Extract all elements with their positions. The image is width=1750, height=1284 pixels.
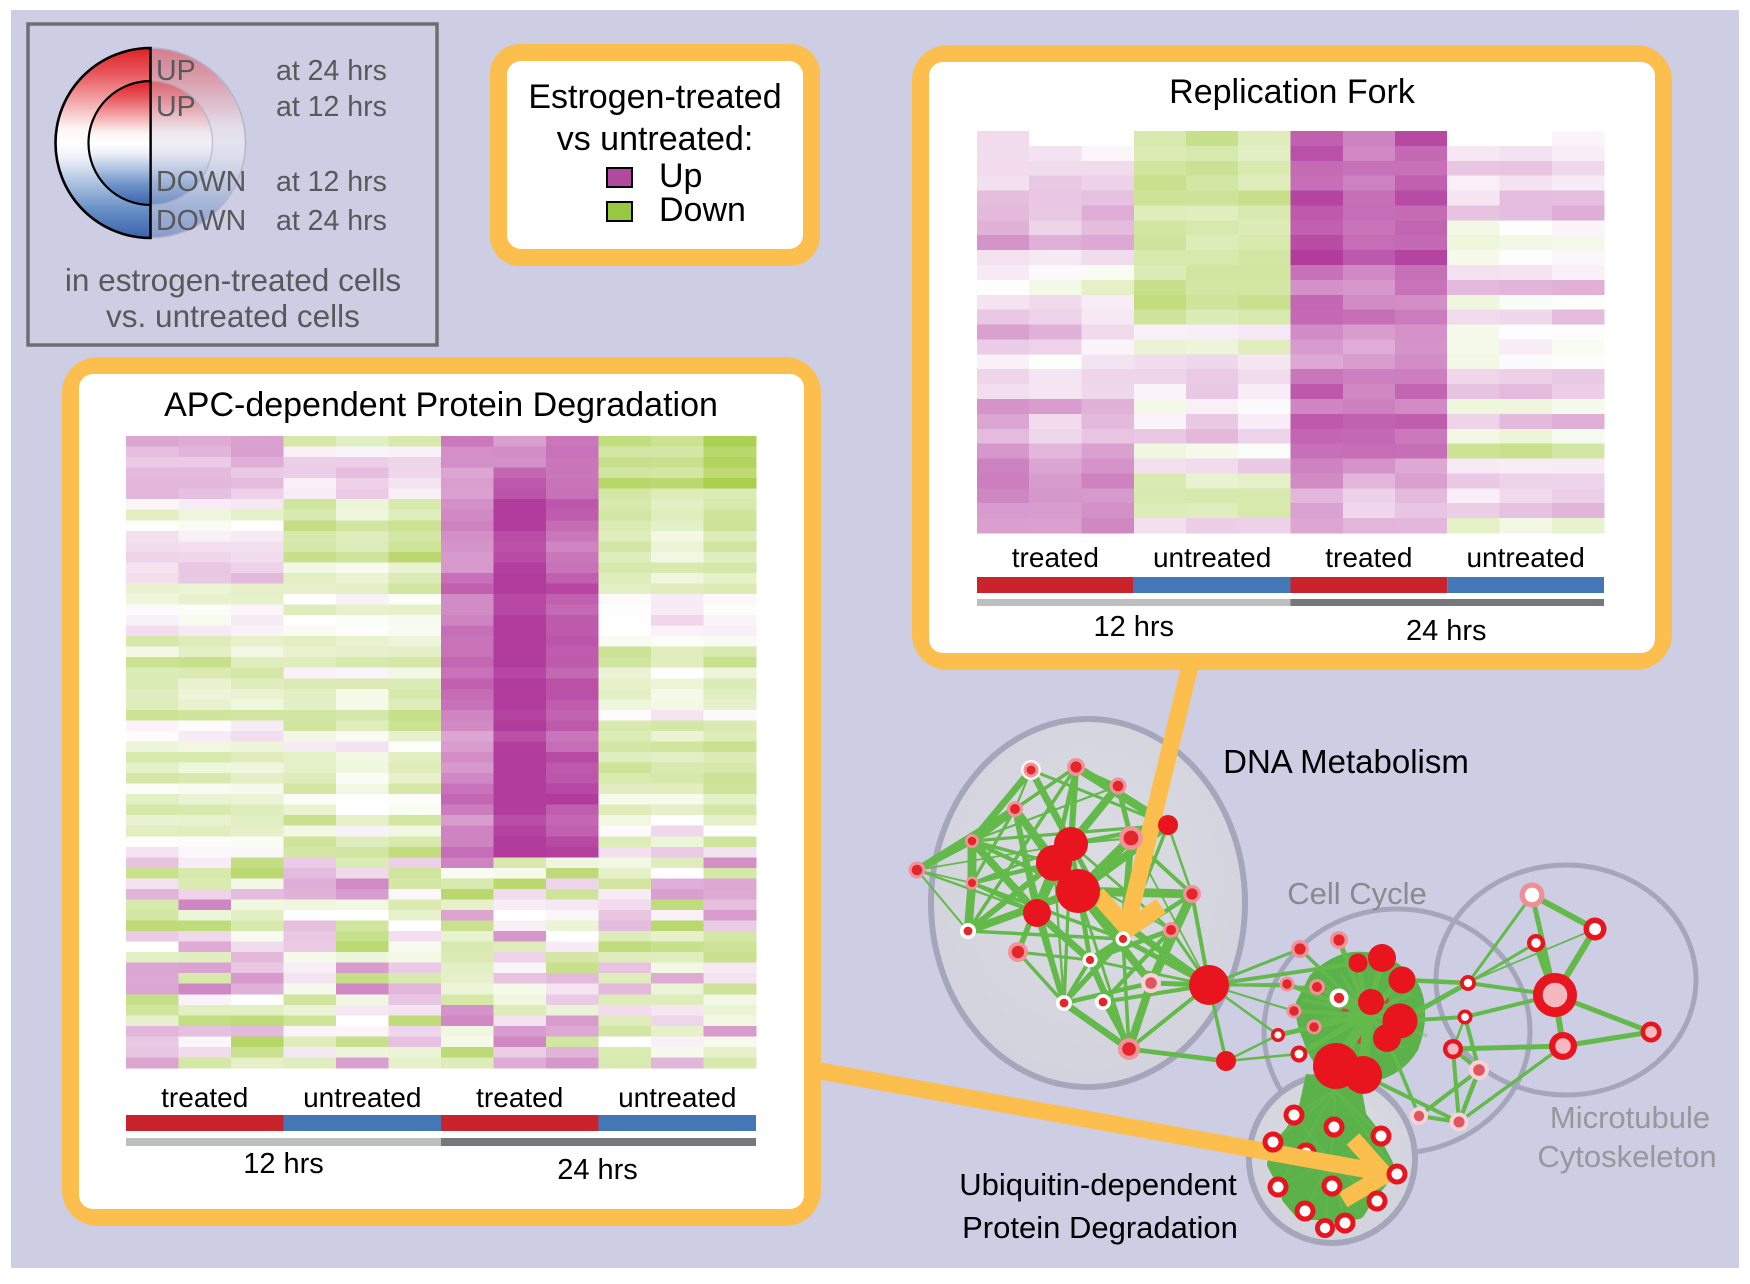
svg-text:treated: treated <box>476 1082 563 1113</box>
svg-text:24 hrs: 24 hrs <box>557 1154 638 1186</box>
svg-text:Estrogen-treated: Estrogen-treated <box>528 78 781 116</box>
svg-text:at 12 hrs: at 12 hrs <box>276 166 387 198</box>
svg-text:UP: UP <box>156 55 196 87</box>
svg-text:Up: Up <box>659 157 702 195</box>
svg-text:UP: UP <box>156 91 196 123</box>
svg-text:Cytoskeleton: Cytoskeleton <box>1537 1139 1716 1174</box>
svg-text:12 hrs: 12 hrs <box>1093 611 1174 643</box>
svg-text:DOWN: DOWN <box>156 166 246 198</box>
svg-text:at 12 hrs: at 12 hrs <box>276 91 387 123</box>
svg-text:untreated: untreated <box>303 1082 421 1113</box>
svg-text:treated: treated <box>1325 542 1412 573</box>
svg-text:treated: treated <box>161 1082 248 1113</box>
svg-text:Ubiquitin-dependent: Ubiquitin-dependent <box>959 1167 1237 1202</box>
svg-text:Down: Down <box>659 191 746 229</box>
svg-text:DNA Metabolism: DNA Metabolism <box>1223 743 1469 780</box>
svg-text:24 hrs: 24 hrs <box>1406 615 1487 647</box>
svg-text:untreated: untreated <box>618 1082 736 1113</box>
svg-text:Protein Degradation: Protein Degradation <box>962 1210 1238 1245</box>
svg-text:Replication Fork: Replication Fork <box>1169 73 1416 111</box>
svg-text:vs. untreated cells: vs. untreated cells <box>106 298 360 334</box>
svg-text:Microtubule: Microtubule <box>1550 1100 1710 1135</box>
svg-text:untreated: untreated <box>1466 542 1584 573</box>
svg-text:at 24 hrs: at 24 hrs <box>276 55 387 87</box>
svg-text:Cell Cycle: Cell Cycle <box>1287 876 1427 911</box>
svg-text:APC-dependent Protein Degradat: APC-dependent Protein Degradation <box>164 386 718 424</box>
svg-text:at 24 hrs: at 24 hrs <box>276 205 387 237</box>
svg-text:treated: treated <box>1012 542 1099 573</box>
svg-text:in estrogen-treated cells: in estrogen-treated cells <box>65 262 401 298</box>
svg-text:vs untreated:: vs untreated: <box>557 120 754 158</box>
svg-text:12 hrs: 12 hrs <box>243 1148 324 1180</box>
svg-text:untreated: untreated <box>1153 542 1271 573</box>
svg-text:DOWN: DOWN <box>156 205 246 237</box>
